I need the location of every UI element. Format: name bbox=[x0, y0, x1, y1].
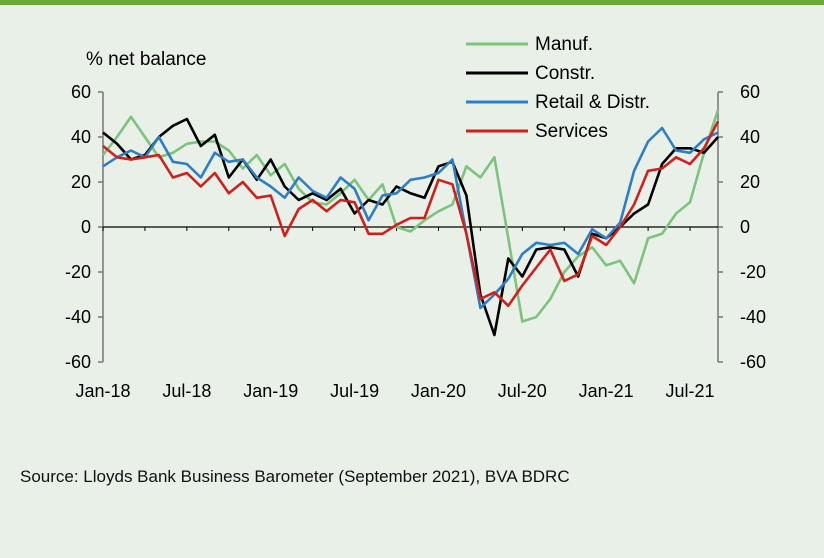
left-y-tick-label: -60 bbox=[65, 352, 91, 372]
right-y-tick-label: -60 bbox=[740, 352, 766, 372]
left-y-tick-label: 0 bbox=[81, 217, 91, 237]
top-accent-rule bbox=[0, 0, 824, 5]
source-note: Source: Lloyds Bank Business Barometer (… bbox=[20, 467, 570, 486]
x-tick-label: Jul-18 bbox=[162, 381, 211, 401]
series-line-constr bbox=[102, 117, 719, 337]
x-tick-label: Jan-21 bbox=[579, 381, 634, 401]
x-tick-label: Jan-19 bbox=[243, 381, 298, 401]
right-y-tick-label: 40 bbox=[740, 127, 760, 147]
left-y-tick-label: -20 bbox=[65, 262, 91, 282]
legend-label: Constr. bbox=[535, 63, 595, 84]
x-tick-label: Jan-18 bbox=[75, 381, 130, 401]
right-y-tick-label: -40 bbox=[740, 307, 766, 327]
left-y-tick-label: -40 bbox=[65, 307, 91, 327]
right-y-tick-label: -20 bbox=[740, 262, 766, 282]
right-y-tick-label: 0 bbox=[740, 217, 750, 237]
left-y-tick-label: 20 bbox=[71, 172, 91, 192]
right-y-tick-label: 60 bbox=[740, 82, 760, 102]
legend-label: Services bbox=[535, 121, 608, 142]
legend-label: Retail & Distr. bbox=[535, 92, 650, 113]
legend-label: Manuf. bbox=[535, 34, 593, 55]
x-tick-label: Jul-20 bbox=[498, 381, 547, 401]
right-y-tick-label: 20 bbox=[740, 172, 760, 192]
y-axis-title: % net balance bbox=[86, 49, 206, 70]
left-y-tick-label: 60 bbox=[71, 82, 91, 102]
x-tick-label: Jul-21 bbox=[666, 381, 715, 401]
x-tick-label: Jul-19 bbox=[330, 381, 379, 401]
x-tick-label: Jan-20 bbox=[411, 381, 466, 401]
series-line-services bbox=[102, 120, 720, 308]
left-y-tick-label: 40 bbox=[71, 127, 91, 147]
series-line-retail-distr bbox=[102, 126, 719, 310]
